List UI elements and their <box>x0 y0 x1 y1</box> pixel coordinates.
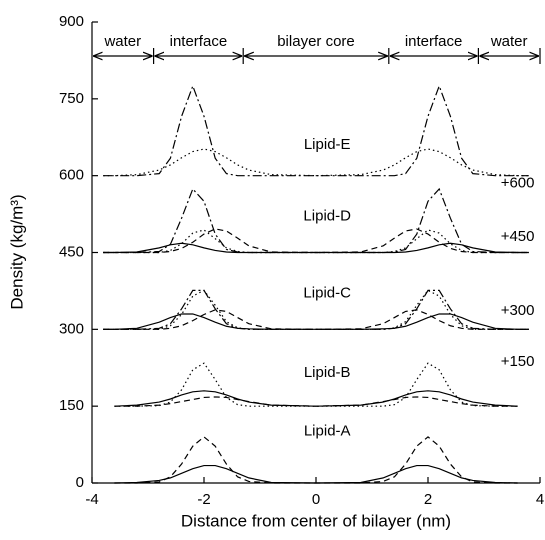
x-tick-label: 0 <box>312 491 320 508</box>
density-line <box>103 187 529 254</box>
density-line <box>103 289 529 330</box>
annotation: Lipid-D <box>303 208 351 225</box>
y-tick-label: 750 <box>59 90 84 107</box>
y-tick-label: 900 <box>59 13 84 30</box>
annotation: Lipid-C <box>303 284 351 301</box>
annotation: +450 <box>501 228 535 245</box>
density-line <box>103 228 529 254</box>
x-tick-label: 2 <box>424 491 432 508</box>
annotation: +600 <box>501 174 535 191</box>
x-axis-label: Distance from center of bilayer (nm) <box>181 511 451 530</box>
annotation: +150 <box>501 353 535 370</box>
region-label: water <box>103 33 141 50</box>
y-tick-label: 300 <box>59 320 84 337</box>
y-tick-label: 150 <box>59 397 84 414</box>
annotation: Lipid-B <box>304 364 351 381</box>
region-label: interface <box>405 33 463 50</box>
density-line <box>103 229 529 254</box>
x-tick-label: -2 <box>197 491 210 508</box>
x-tick-label: 4 <box>536 491 544 508</box>
region-label: interface <box>170 33 228 50</box>
annotation: +300 <box>501 302 535 319</box>
y-axis-label: Density (kg/m³) <box>7 194 26 309</box>
region-label: bilayer core <box>277 33 355 50</box>
y-tick-label: 450 <box>59 243 84 260</box>
density-line <box>114 436 518 484</box>
density-line <box>103 148 529 177</box>
y-tick-label: 0 <box>76 474 84 491</box>
region-label: water <box>490 33 528 50</box>
density-line <box>103 84 529 177</box>
density-line <box>114 396 518 407</box>
x-tick-label: -4 <box>85 491 98 508</box>
annotation: Lipid-E <box>304 136 351 153</box>
density-line <box>114 362 518 407</box>
y-tick-label: 600 <box>59 167 84 184</box>
annotation: Lipid-A <box>304 423 351 440</box>
density-line <box>114 390 518 407</box>
